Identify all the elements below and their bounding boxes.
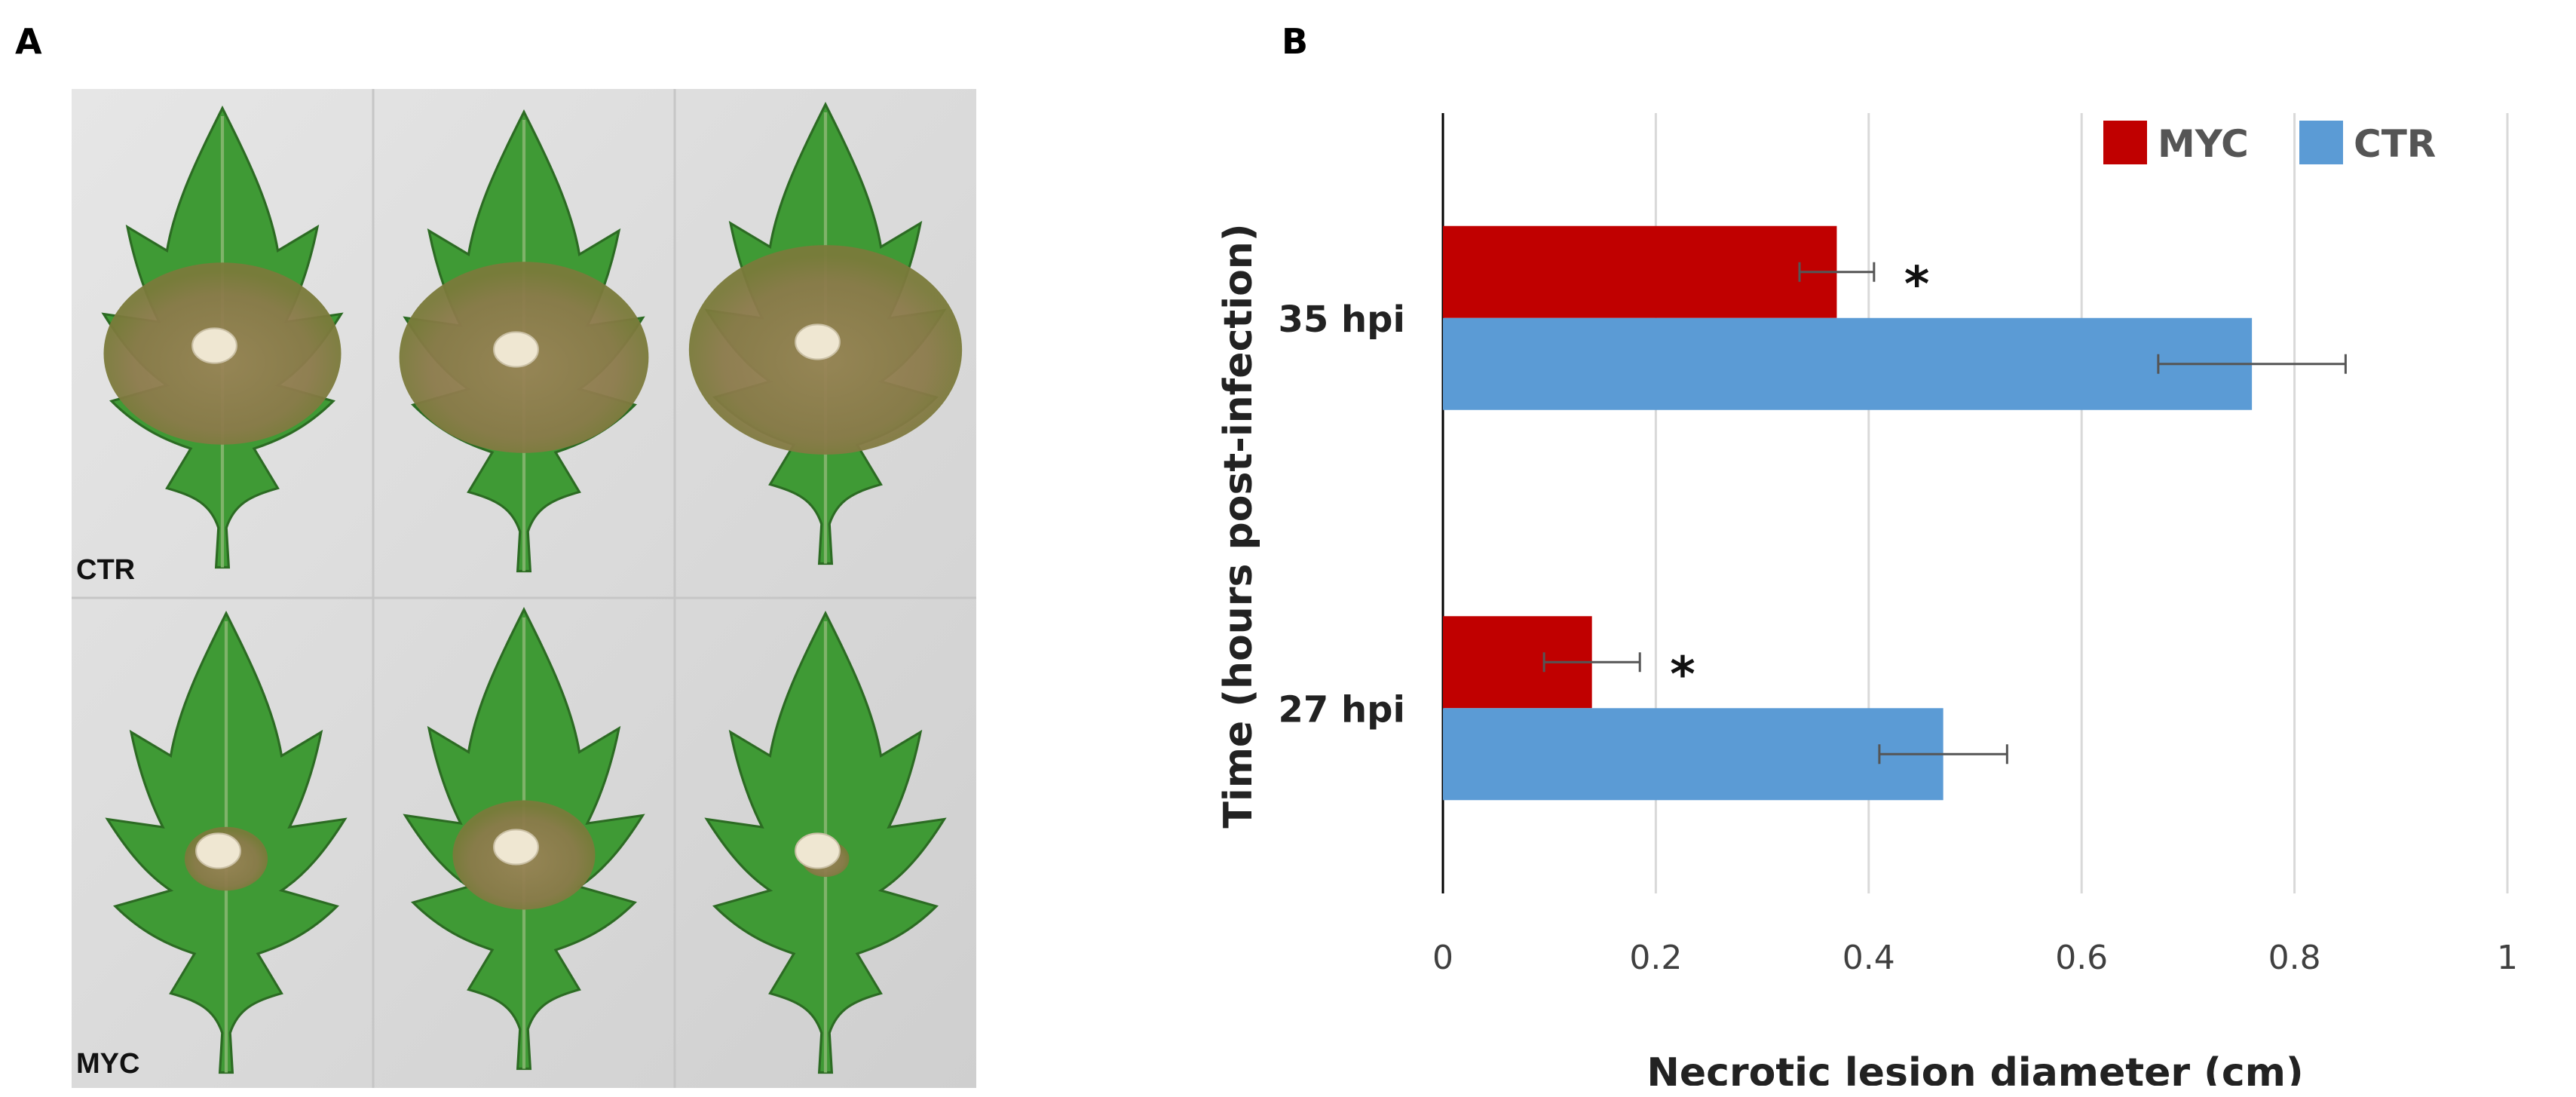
agar-plug — [191, 327, 237, 364]
myc-group-label: MYC — [76, 1048, 139, 1080]
leaf — [101, 105, 344, 569]
chart-legend: MYC CTR — [2103, 121, 2436, 166]
ctr-group-label: CTR — [76, 554, 135, 586]
legend-swatch-myc — [2103, 121, 2147, 164]
y-category-label: 35 hpi — [1279, 299, 1406, 341]
leaf — [403, 606, 645, 1071]
leaf-photo: CTR MYC — [72, 89, 976, 1088]
leaf — [105, 610, 348, 1074]
agar-plug — [195, 832, 241, 869]
bar-myc-0 — [1443, 225, 1837, 318]
bar-ctr-1 — [1443, 708, 1943, 801]
agar-plug — [795, 323, 841, 360]
x-tick-label: 1 — [2497, 939, 2518, 977]
x-tick-label: 0.2 — [1629, 939, 1682, 977]
x-tick-label: 0 — [1432, 939, 1453, 977]
legend-label-myc: MYC — [2158, 122, 2249, 166]
chart-tick-labels: 0 0.2 0.4 0.6 0.8 1 35 hpi 27 hpi — [1279, 299, 2519, 977]
panel-a-label: A — [15, 21, 42, 62]
leaf — [399, 109, 649, 573]
y-axis-title: Time (hours post-infection) — [1216, 223, 1261, 828]
panel-b-label: B — [1282, 21, 1309, 62]
x-axis-title: Necrotic lesion diameter (cm) — [1646, 1050, 2303, 1086]
x-tick-label: 0.6 — [2055, 939, 2108, 977]
x-tick-label: 0.8 — [2268, 939, 2321, 977]
x-tick-label: 0.4 — [1842, 939, 1895, 977]
chart-bars: ** — [1443, 225, 2347, 801]
legend-label-ctr: CTR — [2354, 122, 2436, 166]
agar-plug — [493, 331, 539, 368]
bar-ctr-0 — [1443, 317, 2253, 410]
y-category-label: 27 hpi — [1279, 688, 1406, 731]
leaf — [688, 101, 963, 565]
significance-star: * — [1670, 647, 1695, 703]
significance-star: * — [1904, 257, 1929, 313]
legend-swatch-ctr — [2299, 121, 2343, 164]
leaf — [704, 610, 947, 1074]
agar-plug — [795, 832, 841, 869]
agar-plug — [493, 829, 539, 866]
